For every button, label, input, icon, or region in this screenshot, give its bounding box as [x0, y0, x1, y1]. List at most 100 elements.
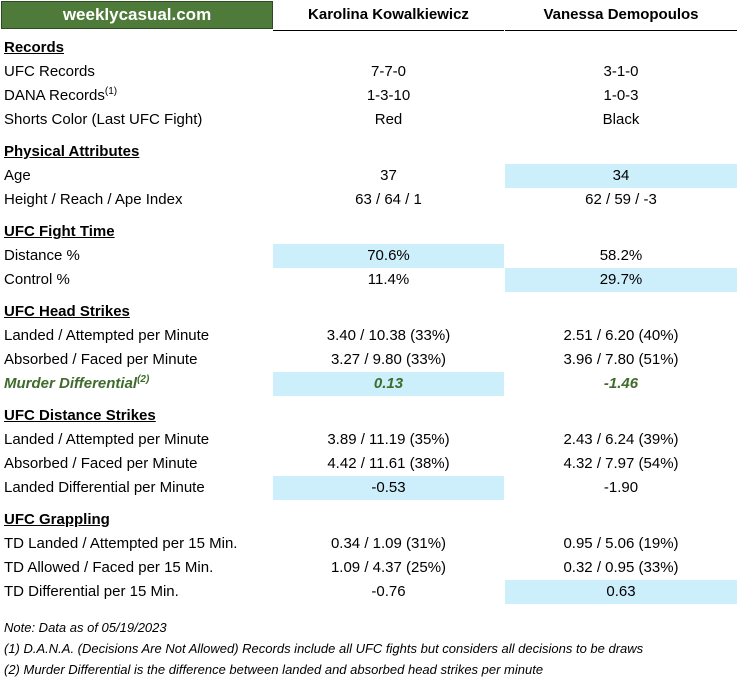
table-row: Age 37 34 — [0, 164, 737, 188]
row-label-text: Landed / Attempted per Minute — [4, 431, 210, 448]
fighter-a-value: 3.89 / 11.19 (35%) — [327, 431, 450, 448]
row-label-text: Age — [4, 167, 31, 184]
section-header-row: UFC Distance Strikes — [0, 404, 737, 428]
fighter-a-value: 11.4% — [367, 271, 410, 288]
table-row: TD Differential per 15 Min. -0.76 0.63 — [0, 580, 737, 604]
table-row: Control % 11.4% 29.7% — [0, 268, 737, 292]
row-label: Distance % — [0, 244, 272, 268]
table-row: Absorbed / Faced per Minute 4.42 / 11.61 … — [0, 452, 737, 476]
row-label-text: Shorts Color (Last UFC Fight) — [4, 111, 203, 128]
note-date: Note: Data as of 05/19/2023 — [4, 620, 167, 635]
section-header-row: Records — [0, 36, 737, 60]
row-label-text: TD Differential per 15 Min. — [4, 583, 179, 600]
fighter-a-value: 7-7-0 — [370, 63, 407, 80]
section-title: Physical Attributes — [4, 143, 140, 160]
row-label: Absorbed / Faced per Minute — [0, 348, 272, 372]
note-murder: (2) Murder Differential is the differenc… — [4, 662, 544, 677]
fighter-b-value: 1-0-3 — [603, 87, 639, 104]
table-row: Absorbed / Faced per Minute 3.27 / 9.80 (… — [0, 348, 737, 372]
row-label-text: Height / Reach / Ape Index — [4, 191, 183, 208]
brand-logo[interactable]: weeklycasual.com — [1, 1, 273, 29]
section: UFC Head Strikes Landed / Attempted per M… — [0, 300, 737, 396]
row-label-text: DANA Records — [4, 87, 105, 104]
table-row: Landed / Attempted per Minute 3.40 / 10.3… — [0, 324, 737, 348]
row-label: TD Differential per 15 Min. — [0, 580, 272, 604]
section-title: UFC Fight Time — [4, 223, 115, 240]
fighter-a-value: -0.76 — [371, 583, 406, 600]
row-label-text: TD Allowed / Faced per 15 Min. — [4, 559, 214, 576]
row-label-text: TD Landed / Attempted per 15 Min. — [4, 535, 238, 552]
row-label: TD Allowed / Faced per 15 Min. — [0, 556, 272, 580]
section-header-row: UFC Head Strikes — [0, 300, 737, 324]
footnote-marker: (2) — [137, 374, 150, 385]
fighter-b-name: Vanessa Demopoulos — [543, 6, 699, 23]
note-dana: (1) D.A.N.A. (Decisions Are Not Allowed)… — [4, 641, 644, 656]
fighter-b-value: 2.43 / 6.24 (39%) — [563, 431, 679, 448]
row-label-text: UFC Records — [4, 63, 95, 80]
row-label: Shorts Color (Last UFC Fight) — [0, 108, 272, 132]
fighter-b-value: 62 / 59 / -3 — [585, 191, 657, 208]
section-header-row: UFC Grappling — [0, 508, 737, 532]
header-underline-a — [273, 30, 504, 31]
section-title: Records — [4, 39, 65, 56]
header-row: weeklycasual.com Karolina Kowalkiewicz V… — [0, 0, 737, 31]
sections: Records UFC Records 7-7-0 3-1-0 DANA Records… — [0, 36, 737, 604]
section: Physical Attributes Age 37 34 Height / Reach… — [0, 140, 737, 212]
row-label: Murder Differential(2) — [0, 372, 272, 396]
comparison-table: weeklycasual.com Karolina Kowalkiewicz V… — [0, 0, 737, 604]
table-row: TD Allowed / Faced per 15 Min. 1.09 / 4.3… — [0, 556, 737, 580]
section-title: UFC Grappling — [4, 511, 110, 528]
fighter-b-value: 0.95 / 5.06 (19%) — [563, 535, 679, 552]
section-title: UFC Head Strikes — [4, 303, 130, 320]
fighter-a-value: 1.09 / 4.37 (25%) — [330, 559, 447, 576]
notes: Note: Data as of 05/19/2023 (1) D.A.N.A.… — [4, 617, 734, 680]
row-label: Height / Reach / Ape Index — [0, 188, 272, 212]
fighter-a-value: 70.6% — [273, 244, 504, 268]
fighter-a-value: 4.42 / 11.61 (38%) — [327, 455, 450, 472]
section-title: UFC Distance Strikes — [4, 407, 156, 424]
fighter-b-value: 4.32 / 7.97 (54%) — [563, 455, 679, 472]
section-header-row: UFC Fight Time — [0, 220, 737, 244]
fighter-a-value: 0.34 / 1.09 (31%) — [330, 535, 447, 552]
fighter-b-value: 3.96 / 7.80 (51%) — [563, 351, 679, 368]
fighter-b-value: 3-1-0 — [603, 63, 639, 80]
fighter-b-value: 34 — [505, 164, 737, 188]
fighter-b-value: 0.32 / 0.95 (33%) — [563, 559, 679, 576]
row-label: Landed / Attempted per Minute — [0, 324, 272, 348]
section-header-row: Physical Attributes — [0, 140, 737, 164]
fighter-a-value: 1-3-10 — [366, 87, 411, 104]
table-row: Height / Reach / Ape Index 63 / 64 / 1 62 … — [0, 188, 737, 212]
row-label: TD Landed / Attempted per 15 Min. — [0, 532, 272, 556]
row-label-text: Murder Differential — [4, 375, 138, 392]
row-label: UFC Records — [0, 60, 272, 84]
row-label-text: Absorbed / Faced per Minute — [4, 351, 198, 368]
row-label: Control % — [0, 268, 272, 292]
table-row: TD Landed / Attempted per 15 Min. 0.34 / … — [0, 532, 737, 556]
table-row: Landed Differential per Minute -0.53 -1.90 — [0, 476, 737, 500]
fighter-a-name: Karolina Kowalkiewicz — [308, 6, 469, 23]
footnote-marker: (1) — [104, 86, 118, 97]
row-label: Age — [0, 164, 272, 188]
fighter-a-value: 63 / 64 / 1 — [355, 191, 422, 208]
row-label-text: Landed Differential per Minute — [4, 479, 205, 496]
fighter-b-value: 58.2% — [599, 247, 643, 264]
fighter-b-value: 0.63 — [505, 580, 737, 604]
header-underline-b — [505, 30, 737, 31]
row-label-text: Landed / Attempted per Minute — [4, 327, 210, 344]
fighter-a-value: 37 — [380, 167, 397, 184]
fighter-a-value: 0.13 — [273, 372, 504, 396]
table-row: Distance % 70.6% 58.2% — [0, 244, 737, 268]
table-row: DANA Records(1) 1-3-10 1-0-3 — [0, 84, 737, 108]
row-label: Landed / Attempted per Minute — [0, 428, 272, 452]
fighter-b-value: Black — [602, 111, 640, 128]
table-row: UFC Records 7-7-0 3-1-0 — [0, 60, 737, 84]
fighter-a-value: Red — [374, 111, 403, 128]
row-label: DANA Records(1) — [0, 84, 272, 108]
fighter-a-value: 3.40 / 10.38 (33%) — [326, 327, 451, 344]
row-label: Absorbed / Faced per Minute — [0, 452, 272, 476]
section: Records UFC Records 7-7-0 3-1-0 DANA Records… — [0, 36, 737, 132]
fighter-b-value: 29.7% — [505, 268, 737, 292]
section: UFC Distance Strikes Landed / Attempted p… — [0, 404, 737, 500]
fighter-b-value: -1.90 — [603, 479, 639, 496]
row-label: Landed Differential per Minute — [0, 476, 272, 500]
